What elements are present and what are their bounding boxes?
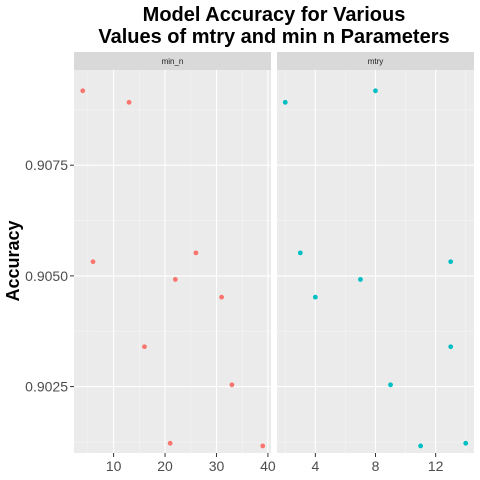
y-tick-label: 0.9025	[25, 379, 68, 395]
data-point	[193, 250, 199, 256]
x-tick-label: 10	[106, 458, 122, 474]
data-point	[229, 382, 235, 388]
data-point	[126, 99, 132, 105]
data-point	[167, 440, 173, 446]
data-point	[142, 344, 147, 350]
data-point	[219, 294, 225, 300]
y-tick-label: 0.9050	[25, 268, 68, 284]
data-point	[388, 382, 393, 388]
facet-strip-label: min_n	[162, 57, 184, 66]
facet-strip-label: mtry	[368, 57, 384, 66]
data-point	[448, 259, 454, 265]
data-point	[463, 440, 469, 446]
x-tick-label: 40	[260, 458, 276, 474]
data-point	[260, 443, 266, 449]
data-point	[373, 88, 378, 94]
chart-title-line-2: Values of mtry and min n Parameters	[98, 26, 449, 48]
y-tick-label: 0.9075	[25, 157, 68, 173]
data-point	[80, 88, 86, 94]
plot-area: 10 20 30 40 min_n 4 8 12 mtry 0.9025 0.9050 0.9075	[25, 52, 474, 474]
x-tick-label: 4	[311, 458, 319, 474]
chart-title-line-1: Model Accuracy for Various	[143, 4, 406, 26]
panel-background	[74, 70, 271, 453]
data-point	[418, 443, 424, 449]
data-point	[312, 294, 318, 300]
data-point	[172, 277, 178, 282]
x-tick-label: 30	[209, 458, 225, 474]
data-point	[358, 277, 363, 282]
data-point	[297, 250, 303, 256]
y-axis-label: Accuracy	[3, 220, 23, 301]
data-point	[448, 344, 454, 350]
data-point	[90, 259, 96, 265]
x-tick-label: 12	[428, 458, 444, 474]
x-tick-label: 20	[157, 458, 173, 474]
facet-strip	[277, 52, 474, 70]
facet-strip	[74, 52, 271, 70]
data-point	[282, 99, 288, 105]
facet-panel-min-n: 10 20 30 40 min_n	[74, 52, 276, 474]
x-tick-label: 8	[372, 458, 380, 474]
facet-panel-mtry: 4 8 12 mtry	[277, 52, 474, 474]
